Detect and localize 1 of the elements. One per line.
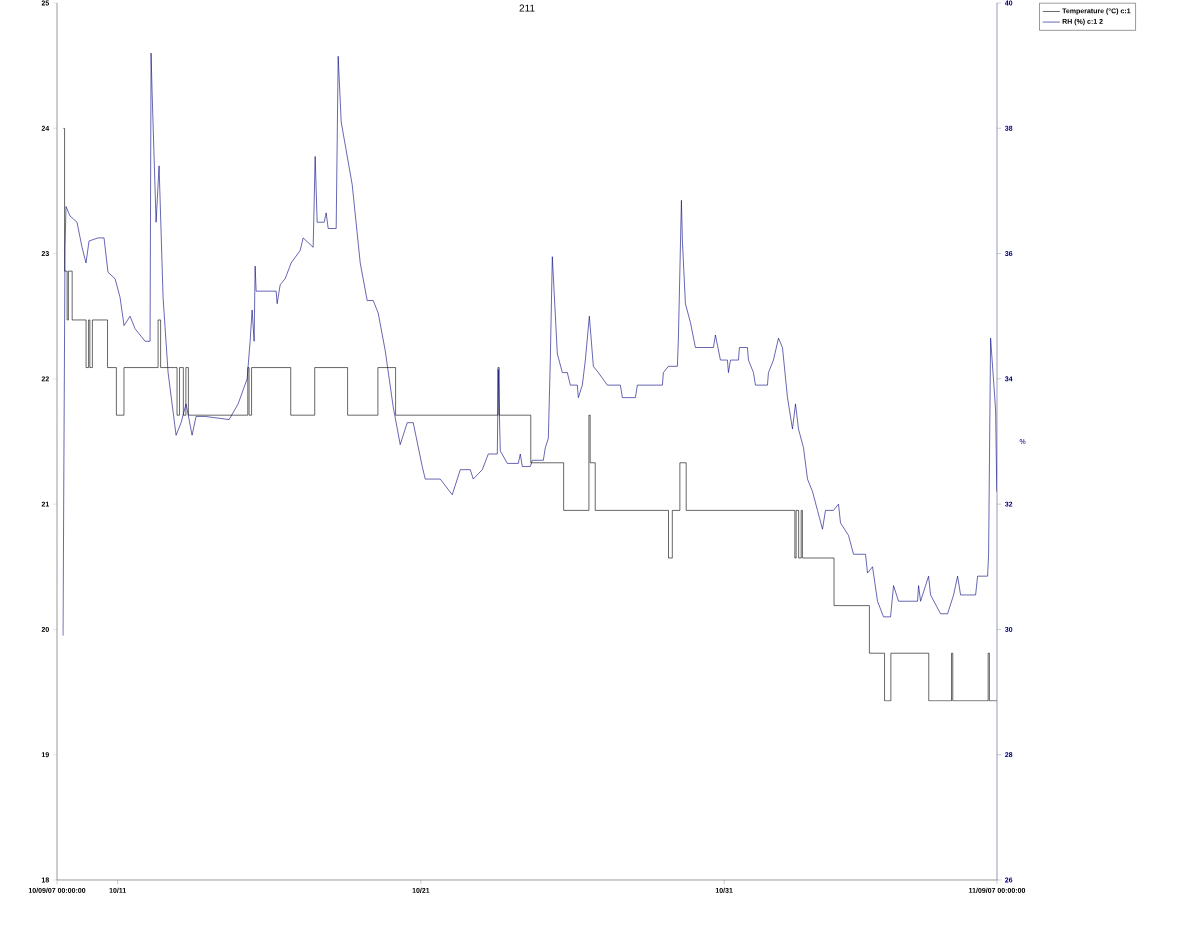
chart-title: 211 xyxy=(519,4,535,12)
